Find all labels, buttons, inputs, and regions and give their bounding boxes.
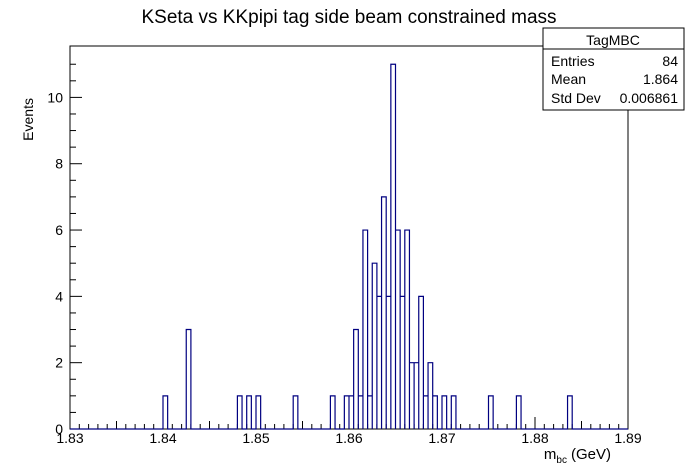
stats-box: TagMBC Entries 84 Mean 1.864 Std Dev 0.0… xyxy=(542,27,685,111)
x-axis-label-main: m xyxy=(544,446,557,463)
x-axis-label-subscript: bc xyxy=(556,455,567,466)
y-tick-label: 8 xyxy=(55,156,63,172)
stats-box-title: TagMBC xyxy=(586,32,640,48)
chart-title: KSeta vs KKpipi tag side beam constraine… xyxy=(141,7,556,28)
stats-mean-value: 1.864 xyxy=(643,71,678,87)
x-axis-label: mbc (GeV) xyxy=(544,446,611,466)
x-tick-label: 1.88 xyxy=(521,430,548,446)
y-tick-label: 4 xyxy=(55,288,63,304)
svg-text:mbc(GeV): mbc (GeV) xyxy=(544,446,611,466)
stats-entries-label: Entries xyxy=(551,53,595,69)
histogram-outline xyxy=(70,63,628,430)
x-tick-label: 1.85 xyxy=(242,430,269,446)
x-tick-label: 1.83 xyxy=(56,430,83,446)
y-axis-ticks xyxy=(70,63,82,430)
y-tick-label: 2 xyxy=(55,355,63,371)
x-axis-label-unit: (GeV) xyxy=(571,446,611,463)
x-tick-label: 1.89 xyxy=(614,430,641,446)
stats-mean-label: Mean xyxy=(551,71,586,87)
x-axis-tick-labels: 1.83 1.84 1.85 1.86 1.87 1.88 1.89 xyxy=(56,430,641,446)
stats-stddev-value: 0.006861 xyxy=(620,90,679,106)
y-tick-label: 0 xyxy=(55,421,63,437)
y-tick-label: 6 xyxy=(55,222,63,238)
y-tick-label: 10 xyxy=(47,89,63,105)
stats-stddev-label: Std Dev xyxy=(551,90,601,106)
y-axis-tick-labels: 0 2 4 6 8 10 xyxy=(47,89,63,437)
x-tick-label: 1.86 xyxy=(335,430,362,446)
stats-entries-value: 84 xyxy=(662,53,678,69)
plot-area: 1.83 1.84 1.85 1.86 1.87 1.88 1.89 0 2 4 6 8 10 xyxy=(47,45,642,446)
x-tick-label: 1.87 xyxy=(428,430,455,446)
x-tick-label: 1.84 xyxy=(149,430,176,446)
y-axis-label: Events xyxy=(20,98,36,141)
stats-box-frame xyxy=(542,27,685,111)
